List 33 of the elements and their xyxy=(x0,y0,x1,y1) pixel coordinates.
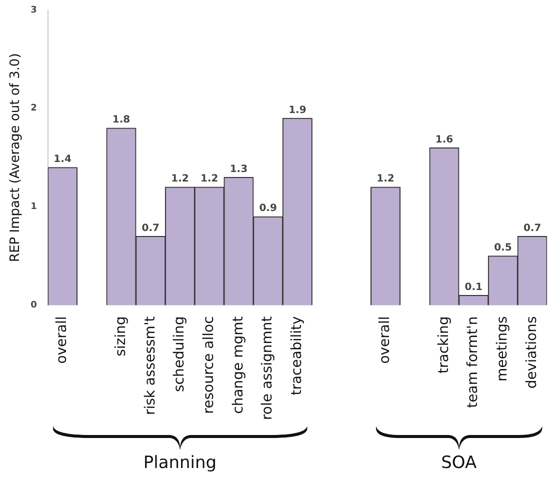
data-label: 1.4 xyxy=(54,154,72,166)
x-tick-label: overall xyxy=(54,316,70,364)
x-tick-label: sizing xyxy=(112,316,129,356)
data-label: 0.5 xyxy=(494,242,512,254)
x-tick-label: change mgmt xyxy=(230,316,246,414)
x-tick-label: team formt'n xyxy=(465,316,482,408)
y-tick-label: 0 xyxy=(30,300,37,311)
data-label: 0.9 xyxy=(259,203,277,214)
x-tick-label: resource alloc xyxy=(200,316,217,414)
x-tick-label: meetings xyxy=(494,316,511,382)
x-tick-label: scheduling xyxy=(172,316,188,392)
x-tick-label: deviations xyxy=(524,316,540,389)
x-tick-label: tracking xyxy=(436,316,452,374)
y-tick-label: 3 xyxy=(30,5,37,16)
y-tick-label: 2 xyxy=(30,104,37,114)
data-label: 0.1 xyxy=(464,282,482,293)
data-label: 1.8 xyxy=(112,114,130,126)
data-label: 1.9 xyxy=(288,104,306,116)
x-tick-label: role assignmnt xyxy=(260,316,276,420)
x-tick-label: risk assessm't xyxy=(142,316,158,416)
y-axis-title: REP Impact (Average out of 3.0) xyxy=(8,53,24,262)
data-label: 0.7 xyxy=(523,222,542,234)
data-label: 0.7 xyxy=(142,222,160,234)
text: SOA xyxy=(440,453,478,473)
text: Planning xyxy=(142,453,218,473)
y-tick-label: 1 xyxy=(30,202,37,212)
data-label: 1.6 xyxy=(435,134,454,146)
data-label: 1.3 xyxy=(230,164,248,175)
data-label: 1.2 xyxy=(200,174,218,185)
x-tick-label: overall xyxy=(377,316,394,364)
data-label: 1.2 xyxy=(171,174,189,185)
x-tick-label: traceability xyxy=(289,316,306,396)
data-label: 1.2 xyxy=(376,174,394,185)
